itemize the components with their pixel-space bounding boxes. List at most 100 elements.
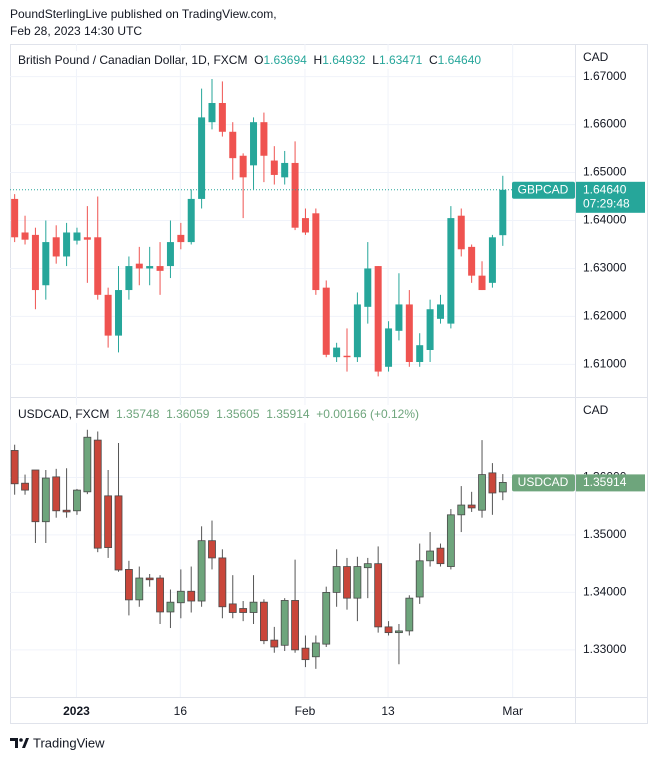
candle-body (385, 328, 393, 367)
candle-body (426, 550, 434, 562)
legend-value: 1.63694 (263, 53, 307, 67)
legend-value: 1.64932 (322, 53, 366, 67)
logo: TradingView (10, 735, 105, 750)
candle-body (353, 304, 361, 358)
candle-body (322, 287, 330, 355)
currency-label: CAD (583, 403, 609, 417)
candle-body (436, 304, 444, 319)
candle-body (197, 540, 206, 602)
x-tick-label: 13 (381, 704, 395, 718)
candle-body (21, 232, 29, 240)
candle-body (301, 218, 309, 233)
candle-body (41, 477, 50, 523)
legend-value: 1.35605 (216, 407, 260, 421)
candle-body (384, 626, 393, 634)
x-tick-label: 2023 (63, 704, 90, 718)
candle-body (249, 601, 258, 613)
candle-body (31, 469, 40, 523)
candle-body (291, 162, 299, 228)
header-line: Feb 28, 2023 14:30 UTC (10, 24, 142, 38)
candle-body (156, 266, 164, 271)
candle-body (270, 639, 279, 648)
countdown-label: 07:29:48 (583, 196, 630, 210)
candle-body (343, 566, 351, 599)
candle-body (135, 577, 144, 601)
symbol-tag (512, 181, 575, 199)
candle-body (125, 569, 133, 601)
footer-brand: TradingView (33, 735, 105, 750)
legend-title: British Pound / Canadian Dollar, 1D, FXC… (18, 53, 248, 67)
price-tag-label: 1.35914 (583, 475, 627, 489)
candle-body (156, 577, 164, 613)
candle-body (21, 482, 29, 491)
legend-title: USDCAD, FXCM (18, 407, 110, 421)
candle-body (374, 266, 382, 372)
candle-body (42, 242, 50, 286)
candle-body (104, 294, 112, 336)
candle-body (228, 603, 237, 613)
candle-body (208, 540, 216, 559)
candle-body (353, 566, 362, 599)
candle-body (135, 263, 143, 269)
marks (10, 79, 507, 669)
candle-body (31, 234, 39, 291)
candle-body (104, 495, 113, 548)
symbol-tag-label: USDCAD (518, 475, 569, 489)
candle-body (488, 472, 497, 494)
y-tick-label: 1.61000 (583, 357, 627, 371)
candle-body (468, 246, 476, 276)
candle-body (467, 504, 476, 509)
y-tick-label: 1.35000 (583, 527, 627, 541)
candle-body (93, 439, 102, 549)
candle-body (145, 577, 154, 581)
candle-body (457, 504, 466, 516)
candle-body (333, 347, 341, 358)
logo-icon (10, 738, 18, 748)
candle-body (83, 436, 92, 493)
symbol-tag-label: GBPCAD (518, 182, 569, 196)
candle-body (416, 345, 424, 362)
legend-key: C (429, 53, 438, 67)
candle-body (83, 237, 91, 240)
candle-body (395, 630, 403, 634)
candle-body (250, 122, 258, 166)
candle-body (488, 237, 496, 283)
candle-body (260, 601, 268, 642)
y-tick-label: 1.65000 (583, 165, 627, 179)
x-tick-label: Mar (502, 704, 523, 718)
candle-body (395, 304, 403, 331)
x-tick-label: 16 (174, 704, 188, 718)
frame (10, 44, 648, 724)
candles (11, 79, 507, 377)
candle-body (114, 495, 123, 571)
candle-body (115, 290, 123, 336)
logo-icon (22, 738, 29, 748)
candle-body (239, 155, 247, 178)
legend-value: 1.35748 (116, 407, 160, 421)
candle-body (343, 355, 351, 358)
candle-body (177, 234, 185, 243)
candle-body (52, 476, 61, 512)
price-tag (576, 474, 645, 492)
candle-body (280, 600, 289, 646)
candle-body (426, 309, 434, 350)
candle-body (166, 242, 174, 267)
candle-body (436, 547, 445, 565)
candle-body (415, 560, 424, 598)
legend-value: 1.35914 (266, 407, 310, 421)
candle-body (498, 482, 507, 493)
y-tick-label: 1.34000 (583, 585, 627, 599)
candle-body (311, 642, 320, 658)
legend-value: 1.64640 (437, 53, 482, 67)
candle-body (457, 215, 465, 250)
candle-body (187, 198, 195, 243)
candle-body (146, 266, 154, 269)
candle-body (218, 102, 226, 132)
candle-body (198, 117, 206, 199)
y-tick-label: 1.67000 (583, 69, 627, 83)
candle-body (63, 232, 71, 257)
candle-body (478, 275, 486, 291)
